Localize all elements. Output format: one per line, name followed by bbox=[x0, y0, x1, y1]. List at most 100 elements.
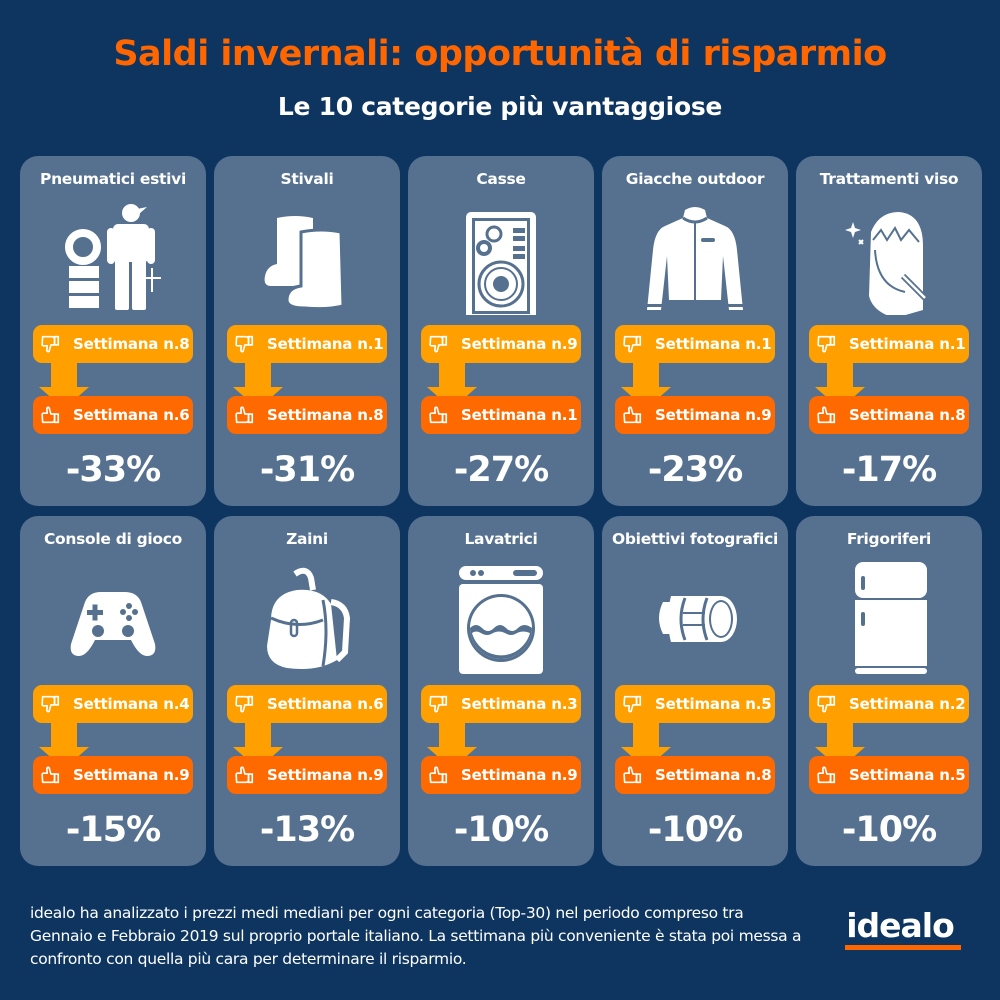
thumbs-down-icon bbox=[39, 693, 61, 715]
cheap-week-label: Settimana n.8 bbox=[849, 406, 966, 424]
saving-percent: -31% bbox=[259, 450, 355, 490]
cheap-week-label: Settimana n.8 bbox=[655, 766, 772, 784]
expensive-week-badge: Settimana n.1 bbox=[809, 325, 969, 363]
thumbs-down-icon bbox=[621, 333, 643, 355]
cheap-week-label: Settimana n.6 bbox=[73, 406, 190, 424]
category-card: Console di gioco Settimana n.4 Settimana… bbox=[20, 516, 206, 866]
face-treatment-icon bbox=[839, 200, 939, 318]
cheap-week-label: Settimana n.5 bbox=[849, 766, 966, 784]
cheap-week-badge: Settimana n.8 bbox=[809, 396, 969, 434]
category-card: Casse Settimana n.9 Settimana n.1 -27% bbox=[408, 156, 594, 506]
thumbs-up-icon bbox=[621, 404, 643, 426]
expensive-week-badge: Settimana n.8 bbox=[33, 325, 193, 363]
category-title: Console di gioco bbox=[43, 530, 183, 548]
page-title: Saldi invernali: opportunità di risparmi… bbox=[113, 34, 887, 74]
thumbs-up-icon bbox=[233, 764, 255, 786]
cheap-week-badge: Settimana n.9 bbox=[421, 756, 581, 794]
category-title: Obiettivi fotografici bbox=[612, 530, 778, 548]
expensive-week-badge: Settimana n.5 bbox=[615, 685, 775, 723]
category-card: Trattamenti viso Settimana n.1 Settimana… bbox=[796, 156, 982, 506]
thumbs-up-icon bbox=[815, 404, 837, 426]
cheap-week-badge: Settimana n.8 bbox=[227, 396, 387, 434]
expensive-week-badge: Settimana n.3 bbox=[421, 685, 581, 723]
category-card: Frigoriferi Settimana n.2 Settimana n.5 … bbox=[796, 516, 982, 866]
expensive-week-label: Settimana n.1 bbox=[849, 335, 966, 353]
category-title: Lavatrici bbox=[464, 530, 538, 548]
cheap-week-label: Settimana n.9 bbox=[267, 766, 384, 784]
thumbs-up-icon bbox=[233, 404, 255, 426]
thumbs-up-icon bbox=[815, 764, 837, 786]
thumbs-down-icon bbox=[233, 693, 255, 715]
category-title: Giacche outdoor bbox=[625, 170, 765, 188]
thumbs-down-icon bbox=[815, 333, 837, 355]
category-title: Zaini bbox=[286, 530, 328, 548]
expensive-week-badge: Settimana n.1 bbox=[227, 325, 387, 363]
boots-icon bbox=[257, 200, 357, 315]
saving-percent: -27% bbox=[453, 450, 549, 490]
category-card: Obiettivi fotografici Settimana n.5 Sett… bbox=[602, 516, 788, 866]
logo-underline bbox=[845, 945, 961, 950]
cheap-week-badge: Settimana n.8 bbox=[615, 756, 775, 794]
cheap-week-label: Settimana n.9 bbox=[73, 766, 190, 784]
cheap-week-badge: Settimana n.9 bbox=[33, 756, 193, 794]
saving-percent: -13% bbox=[259, 810, 355, 850]
idealo-logo: idealo bbox=[846, 906, 955, 945]
gamepad-icon bbox=[63, 560, 163, 675]
speaker-icon bbox=[451, 200, 551, 320]
saving-percent: -23% bbox=[647, 450, 743, 490]
category-title: Trattamenti viso bbox=[819, 170, 959, 188]
thumbs-down-icon bbox=[815, 693, 837, 715]
thumbs-down-icon bbox=[233, 333, 255, 355]
expensive-week-label: Settimana n.1 bbox=[267, 335, 384, 353]
expensive-week-label: Settimana n.6 bbox=[267, 695, 384, 713]
saving-percent: -10% bbox=[453, 810, 549, 850]
camera-lens-icon bbox=[645, 560, 745, 675]
saving-percent: -15% bbox=[65, 810, 161, 850]
cheap-week-label: Settimana n.1 bbox=[461, 406, 578, 424]
expensive-week-label: Settimana n.8 bbox=[73, 335, 190, 353]
expensive-week-label: Settimana n.3 bbox=[461, 695, 578, 713]
category-card: Zaini Settimana n.6 Settimana n.9 -13% bbox=[214, 516, 400, 866]
fridge-icon bbox=[839, 560, 939, 675]
washing-machine-icon bbox=[451, 560, 551, 675]
thumbs-up-icon bbox=[427, 764, 449, 786]
cheap-week-label: Settimana n.9 bbox=[461, 766, 578, 784]
thumbs-up-icon bbox=[39, 764, 61, 786]
expensive-week-label: Settimana n.4 bbox=[73, 695, 190, 713]
expensive-week-label: Settimana n.5 bbox=[655, 695, 772, 713]
saving-percent: -10% bbox=[841, 810, 937, 850]
backpack-icon bbox=[257, 560, 357, 675]
thumbs-down-icon bbox=[39, 333, 61, 355]
thumbs-up-icon bbox=[621, 764, 643, 786]
jacket-icon bbox=[645, 200, 745, 315]
thumbs-up-icon bbox=[39, 404, 61, 426]
cheap-week-label: Settimana n.8 bbox=[267, 406, 384, 424]
saving-percent: -10% bbox=[647, 810, 743, 850]
category-title: Pneumatici estivi bbox=[40, 170, 186, 188]
category-card: Stivali Settimana n.1 Settimana n.8 -31% bbox=[214, 156, 400, 506]
category-title: Stivali bbox=[280, 170, 334, 188]
saving-percent: -17% bbox=[841, 450, 937, 490]
category-title: Frigoriferi bbox=[846, 530, 932, 548]
cheap-week-label: Settimana n.9 bbox=[655, 406, 772, 424]
expensive-week-badge: Settimana n.2 bbox=[809, 685, 969, 723]
tire-mechanic-icon bbox=[63, 200, 163, 315]
thumbs-down-icon bbox=[427, 333, 449, 355]
expensive-week-badge: Settimana n.1 bbox=[615, 325, 775, 363]
cheap-week-badge: Settimana n.5 bbox=[809, 756, 969, 794]
cheap-week-badge: Settimana n.6 bbox=[33, 396, 193, 434]
saving-percent: -33% bbox=[65, 450, 161, 490]
expensive-week-label: Settimana n.1 bbox=[655, 335, 772, 353]
category-title: Casse bbox=[476, 170, 526, 188]
category-card: Pneumatici estivi Settimana n.8 Settiman… bbox=[20, 156, 206, 506]
thumbs-up-icon bbox=[427, 404, 449, 426]
category-card: Lavatrici Settimana n.3 Settimana n.9 -1… bbox=[408, 516, 594, 866]
cheap-week-badge: Settimana n.9 bbox=[227, 756, 387, 794]
category-card: Giacche outdoor Settimana n.1 Settimana … bbox=[602, 156, 788, 506]
cheap-week-badge: Settimana n.1 bbox=[421, 396, 581, 434]
expensive-week-label: Settimana n.9 bbox=[461, 335, 578, 353]
thumbs-down-icon bbox=[621, 693, 643, 715]
expensive-week-label: Settimana n.2 bbox=[849, 695, 966, 713]
expensive-week-badge: Settimana n.4 bbox=[33, 685, 193, 723]
page-subtitle: Le 10 categorie più vantaggiose bbox=[277, 92, 723, 121]
